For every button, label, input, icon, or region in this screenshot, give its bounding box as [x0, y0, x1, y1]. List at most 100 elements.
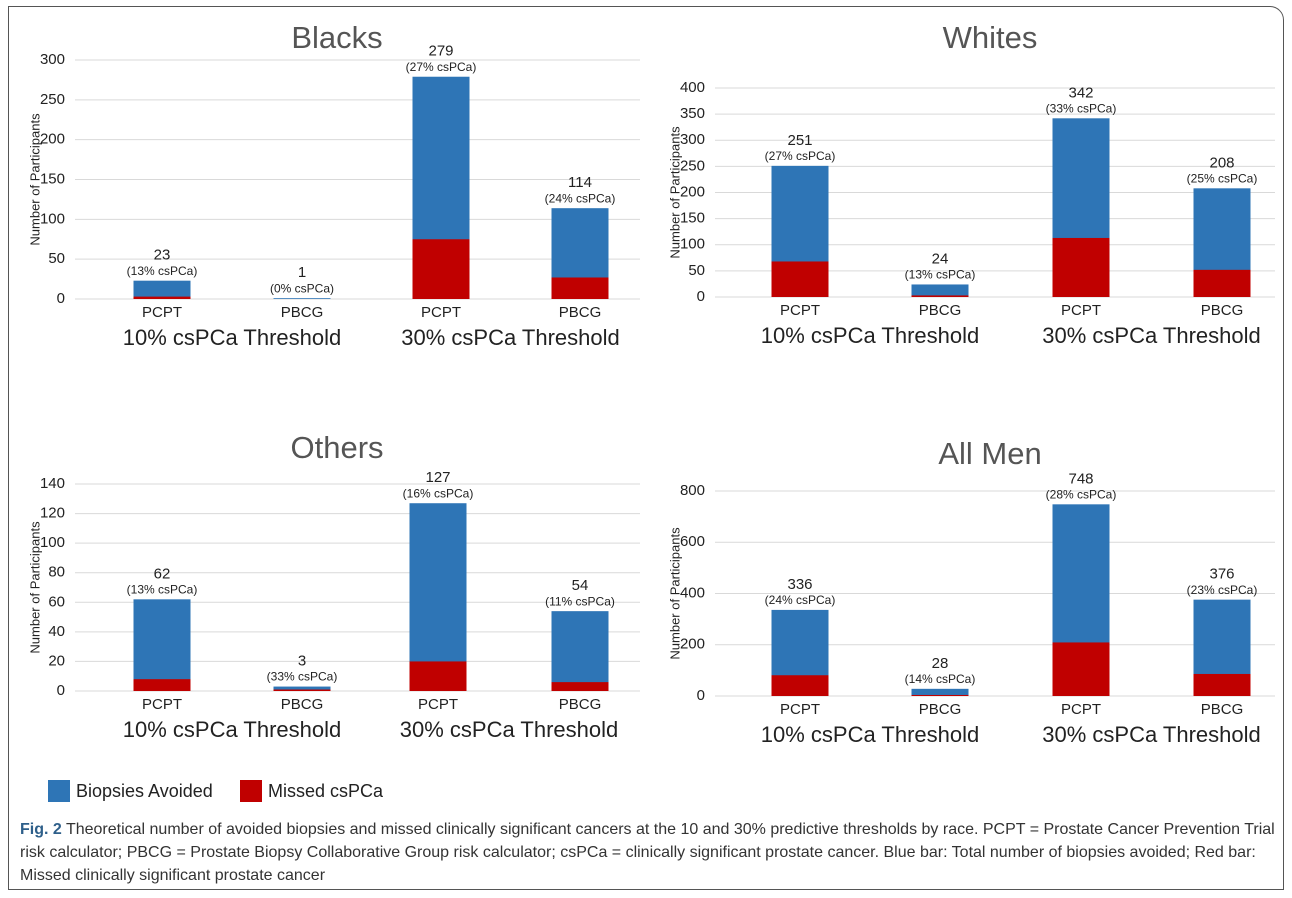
x-tick-label: PCPT — [1061, 302, 1101, 319]
y-tick-label: 100 — [40, 210, 65, 227]
caption-text: Theoretical number of avoided biopsies a… — [20, 821, 1275, 884]
x-tick-label: PBCG — [281, 304, 324, 321]
legend-label: Biopsies Avoided — [76, 781, 213, 801]
annotation: (13% csPCa) — [905, 268, 976, 282]
y-tick-label: 40 — [48, 623, 65, 640]
y-tick-label: 200 — [680, 183, 705, 200]
data-label: 376 — [1209, 566, 1234, 583]
chart-title: Others — [290, 430, 383, 465]
x-tick-label: PBCG — [559, 304, 602, 321]
legend-swatch — [48, 780, 70, 802]
y-tick-label: 50 — [48, 250, 65, 267]
x-tick-label: PCPT — [142, 696, 182, 713]
y-tick-label: 600 — [680, 533, 705, 550]
data-label: 127 — [425, 469, 450, 486]
group-label: 30% csPCa Threshold — [1042, 323, 1261, 348]
annotation: (28% csPCa) — [1046, 487, 1117, 501]
data-label: 114 — [568, 174, 592, 191]
y-tick-label: 300 — [40, 51, 65, 68]
bar — [771, 675, 829, 696]
figure-frame — [8, 6, 1284, 890]
y-tick-label: 800 — [680, 482, 705, 499]
y-axis-label: Number of Participants — [27, 521, 42, 654]
x-tick-label: PCPT — [780, 302, 820, 319]
bar — [133, 679, 191, 691]
y-tick-label: 20 — [48, 652, 65, 669]
annotation: (24% csPCa) — [765, 593, 836, 607]
annotation: (33% csPCa) — [267, 670, 338, 684]
y-tick-label: 150 — [40, 170, 65, 187]
group-label: 10% csPCa Threshold — [123, 717, 342, 742]
bar — [551, 277, 609, 299]
x-tick-label: PBCG — [1201, 701, 1244, 718]
x-tick-label: PBCG — [281, 696, 324, 713]
data-label: 342 — [1068, 84, 1093, 101]
annotation: (23% csPCa) — [1187, 583, 1258, 597]
x-tick-label: PBCG — [919, 701, 962, 718]
y-tick-label: 250 — [40, 91, 65, 108]
annotation: (13% csPCa) — [127, 264, 198, 278]
annotation: (11% csPCa) — [545, 594, 615, 608]
y-axis-label: Number of Participants — [667, 527, 682, 660]
annotation: (24% csPCa) — [545, 191, 616, 205]
data-label: 54 — [572, 577, 589, 594]
y-tick-label: 200 — [40, 131, 65, 148]
x-tick-label: PBCG — [1201, 302, 1244, 319]
y-axis-label: Number of Participants — [27, 113, 42, 246]
annotation: (27% csPCa) — [406, 60, 477, 74]
bar — [273, 689, 331, 691]
bar — [133, 296, 191, 299]
y-tick-label: 100 — [40, 534, 65, 551]
group-label: 30% csPCa Threshold — [400, 717, 619, 742]
y-tick-label: 80 — [48, 564, 65, 581]
data-label: 1 — [298, 264, 306, 281]
y-tick-label: 200 — [680, 636, 705, 653]
y-tick-label: 150 — [680, 210, 705, 227]
x-tick-label: PCPT — [418, 696, 458, 713]
y-tick-label: 400 — [680, 584, 705, 601]
data-label: 23 — [154, 247, 171, 264]
legend-label: Missed csPCa — [268, 781, 384, 801]
annotation: (16% csPCa) — [403, 486, 474, 500]
group-label: 10% csPCa Threshold — [123, 325, 342, 350]
y-tick-label: 50 — [688, 262, 705, 279]
annotation: (14% csPCa) — [905, 672, 976, 686]
group-label: 10% csPCa Threshold — [761, 323, 980, 348]
y-tick-label: 350 — [680, 105, 705, 122]
y-tick-label: 120 — [40, 505, 65, 522]
bar — [133, 599, 191, 691]
x-tick-label: PBCG — [559, 696, 602, 713]
bar — [1052, 642, 1110, 696]
group-label: 30% csPCa Threshold — [401, 325, 620, 350]
y-tick-label: 0 — [57, 290, 65, 307]
bar — [409, 661, 467, 691]
bar — [1052, 237, 1110, 297]
data-label: 336 — [787, 576, 812, 593]
bar — [273, 298, 331, 299]
bar — [412, 239, 470, 299]
y-tick-label: 250 — [680, 157, 705, 174]
data-label: 748 — [1068, 470, 1093, 487]
bar — [1193, 269, 1251, 297]
y-tick-label: 300 — [680, 131, 705, 148]
caption: Fig. 2 Theoretical number of avoided bio… — [20, 818, 1275, 887]
chart-title: Blacks — [291, 20, 382, 55]
x-tick-label: PCPT — [142, 304, 182, 321]
group-label: 30% csPCa Threshold — [1042, 722, 1261, 747]
bar — [771, 261, 829, 297]
bar — [551, 682, 609, 691]
bar — [409, 503, 467, 691]
y-tick-label: 0 — [697, 288, 705, 305]
group-label: 10% csPCa Threshold — [761, 722, 980, 747]
bar — [1193, 673, 1251, 696]
annotation: (0% csPCa) — [270, 281, 334, 295]
annotation: (27% csPCa) — [765, 149, 836, 163]
y-tick-label: 60 — [48, 593, 65, 610]
x-tick-label: PBCG — [919, 302, 962, 319]
caption-label: Fig. 2 — [20, 821, 62, 838]
bar — [911, 688, 969, 696]
bar — [133, 280, 191, 299]
y-tick-label: 140 — [40, 475, 65, 492]
